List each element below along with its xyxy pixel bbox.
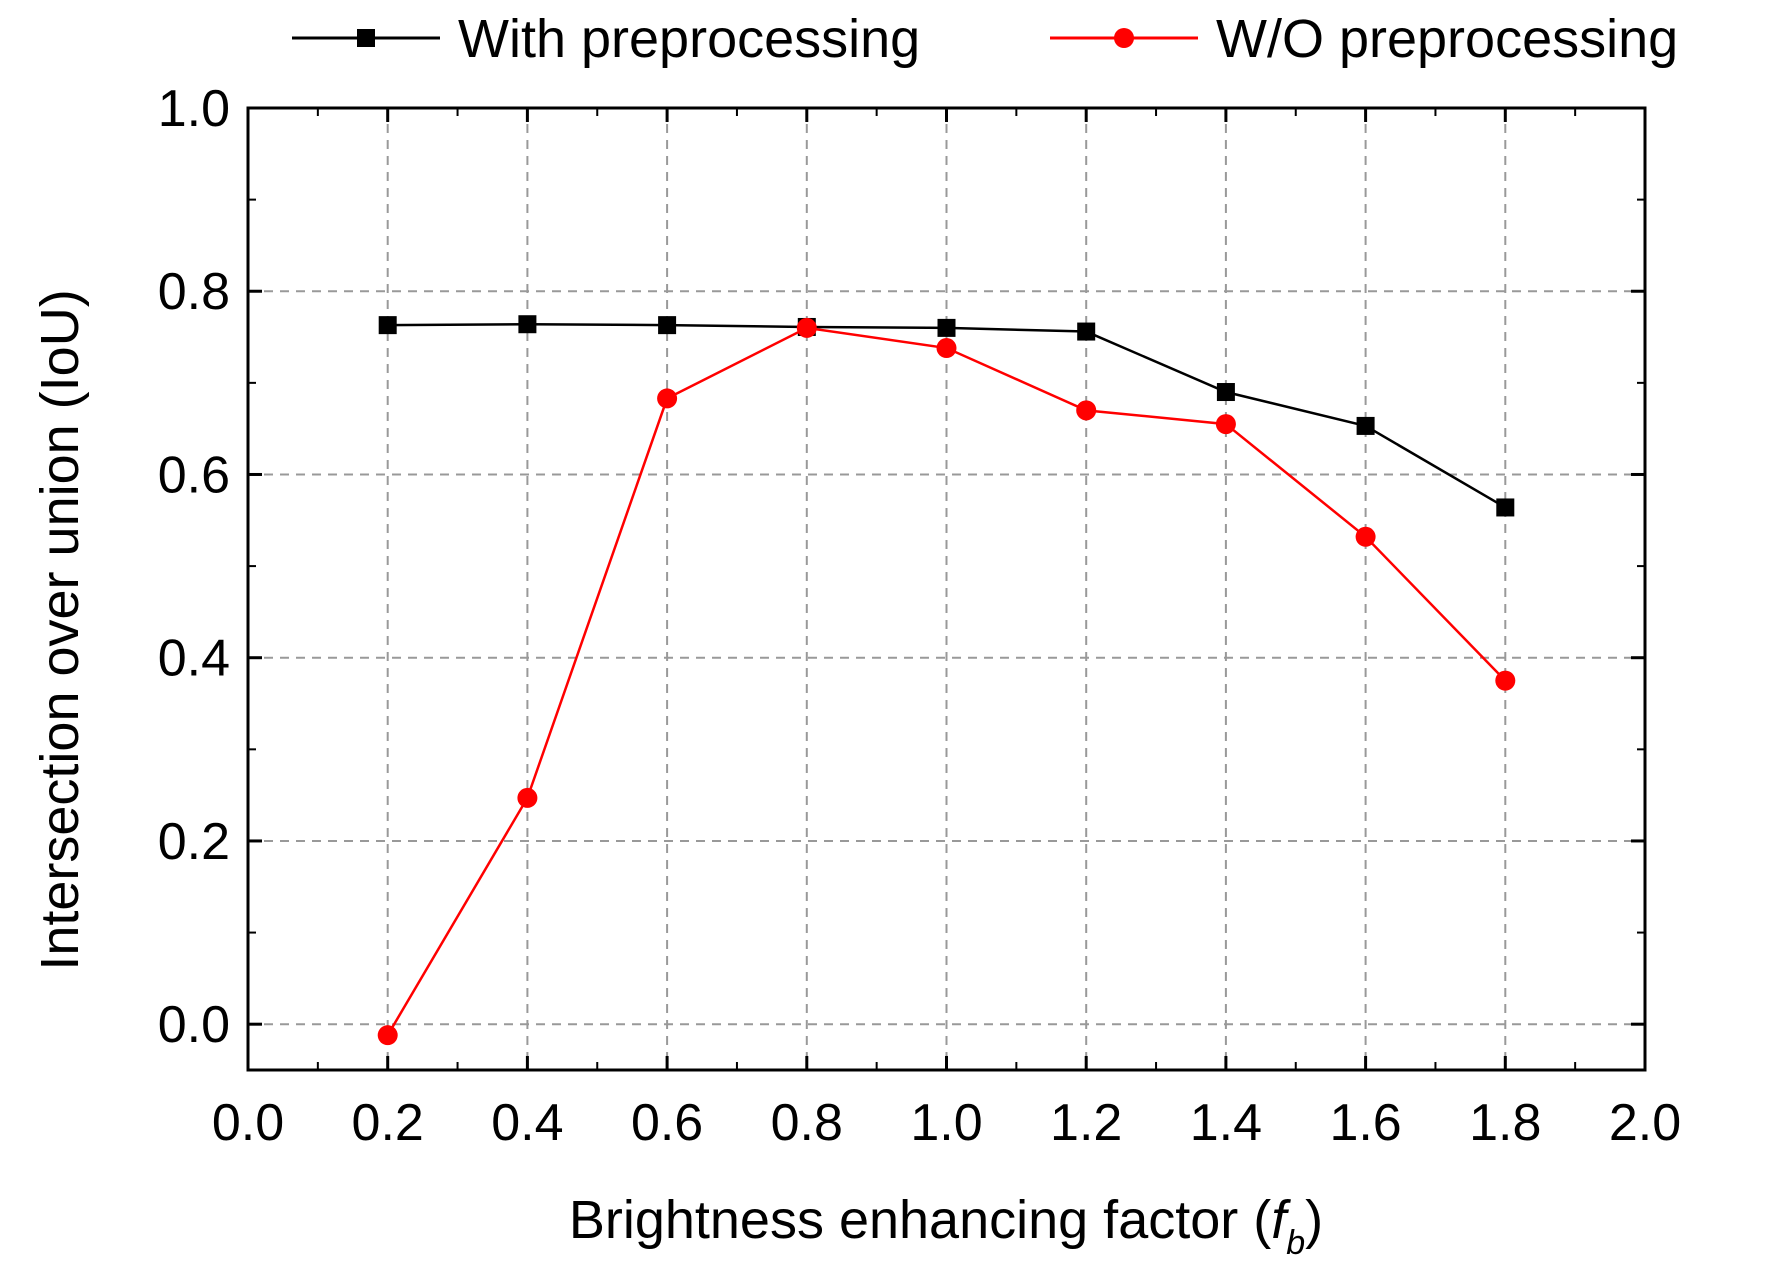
- data-point: [936, 338, 957, 359]
- data-point: [1355, 526, 1376, 547]
- x-axis-title: Brightness enhancing factor (fb): [569, 1190, 1323, 1262]
- x-tick-label: 1.0: [910, 1094, 982, 1152]
- legend-label: With preprocessing: [458, 9, 920, 69]
- data-point: [1077, 322, 1096, 341]
- x-tick-label: 1.4: [1190, 1094, 1262, 1152]
- y-tick-label: 0.6: [158, 446, 230, 504]
- legend: With preprocessing W/O preprocessing: [292, 9, 1678, 69]
- x-tick-label: 1.8: [1469, 1094, 1541, 1152]
- series-wo-preprocessing: [377, 317, 1516, 1046]
- data-point: [1216, 383, 1235, 402]
- legend-marker: [1114, 28, 1134, 48]
- series-layer: [377, 315, 1516, 1046]
- data-point: [518, 315, 537, 334]
- legend-item: With preprocessing: [292, 9, 920, 69]
- y-tick-label: 0.2: [158, 813, 230, 871]
- data-point: [1496, 498, 1515, 517]
- y-tick-label: 1.0: [158, 80, 230, 138]
- y-tick-label: 0.8: [158, 263, 230, 321]
- data-point: [1495, 670, 1516, 691]
- x-tick-label: 1.2: [1050, 1094, 1122, 1152]
- x-tick-label: 0.2: [352, 1094, 424, 1152]
- data-point: [1076, 400, 1097, 421]
- x-tick-label: 0.4: [491, 1094, 563, 1152]
- data-point: [657, 388, 678, 409]
- legend-label: W/O preprocessing: [1216, 9, 1678, 69]
- x-tick-label: 2.0: [1609, 1094, 1681, 1152]
- grid-lines: [248, 108, 1645, 1070]
- y-tick-label: 0.4: [158, 630, 230, 688]
- x-tick-label: 0.0: [212, 1094, 284, 1152]
- data-point: [377, 1025, 398, 1046]
- legend-marker: [357, 29, 375, 47]
- legend-item: W/O preprocessing: [1050, 9, 1678, 69]
- x-tick-label: 0.8: [771, 1094, 843, 1152]
- y-axis-title: Intersection over union (IoU): [30, 289, 90, 970]
- data-point: [1215, 414, 1236, 435]
- data-point: [658, 316, 677, 335]
- x-tick-label: 1.6: [1329, 1094, 1401, 1152]
- data-point: [517, 787, 538, 808]
- axis-ticks: 0.0 0.2 0.4 0.6 0.8 1.0 1.2 1.4 1.6 1.8 2.0 0.0 0.2 0…: [158, 80, 1681, 1152]
- data-point: [796, 317, 817, 338]
- data-point: [1356, 416, 1375, 435]
- y-tick-label: 0.0: [158, 996, 230, 1054]
- x-tick-label: 0.6: [631, 1094, 703, 1152]
- data-point: [937, 318, 956, 337]
- data-point: [378, 316, 397, 335]
